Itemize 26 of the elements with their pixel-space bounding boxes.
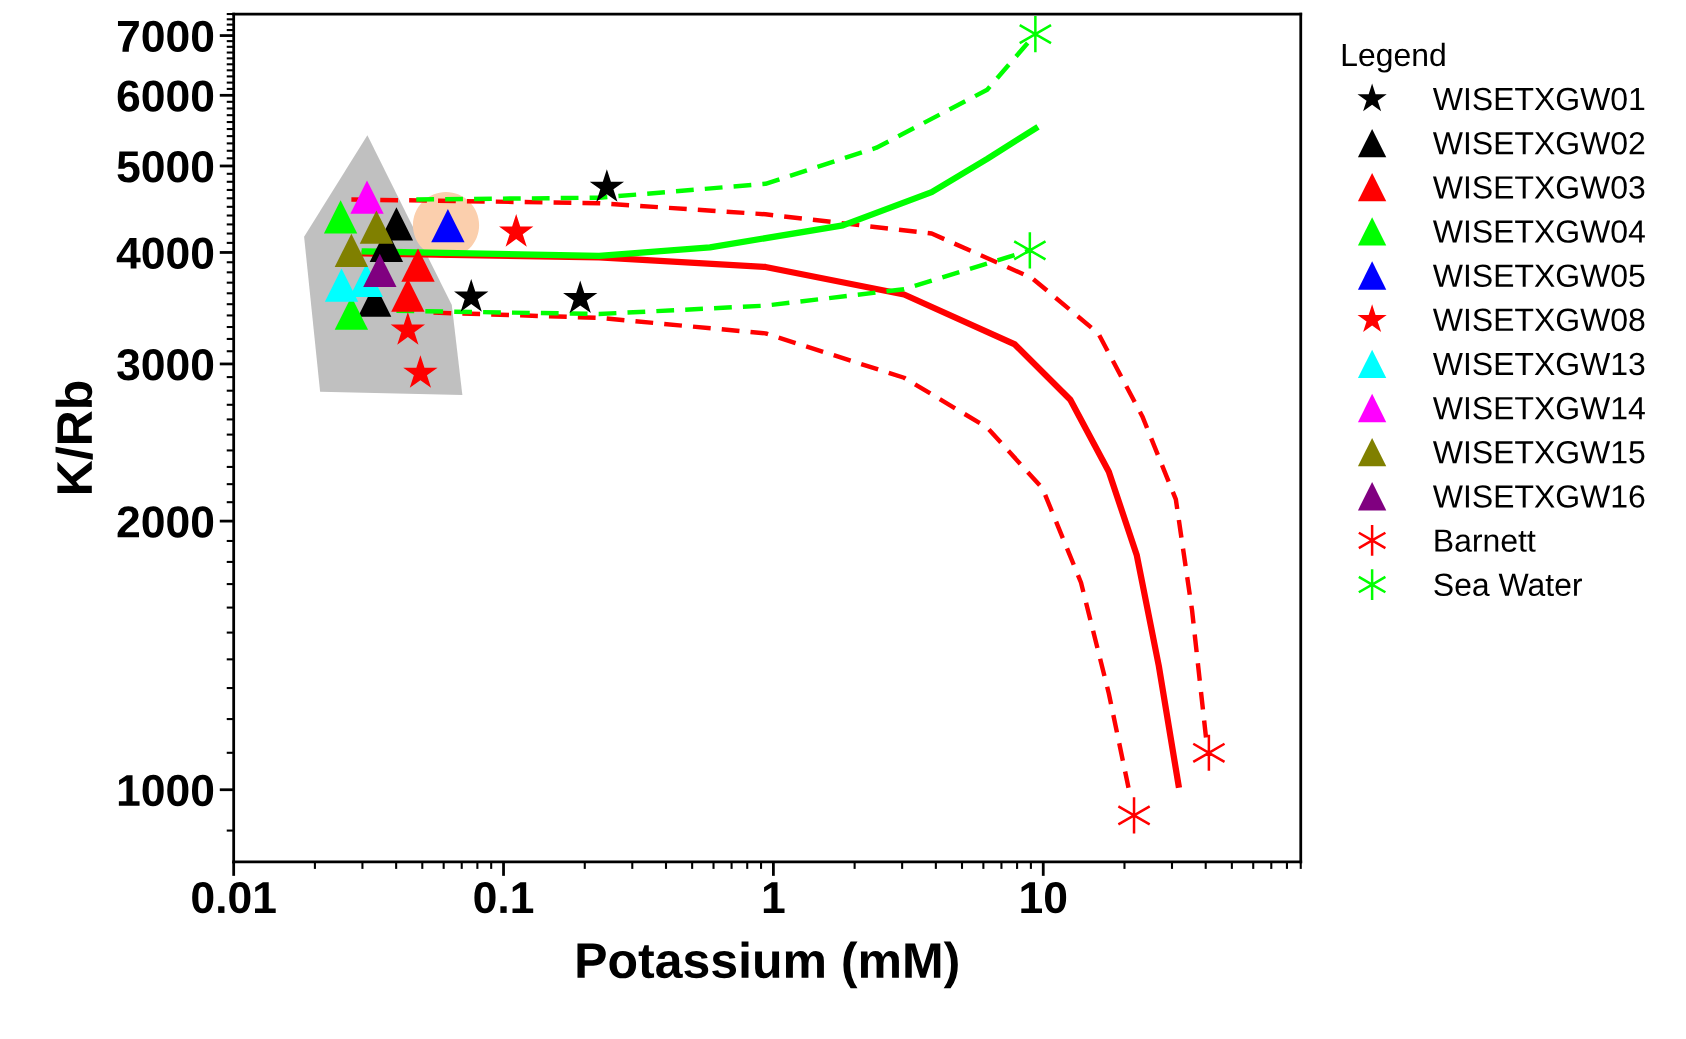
legend-title: Legend <box>1342 42 1445 73</box>
legend-label: Barnett <box>1435 529 1536 552</box>
legend-label: WISETXGW13 <box>1432 352 1645 376</box>
x-axis-title: Potassium (mM) <box>577 941 958 989</box>
legend-label: WISETXGW16 <box>1432 485 1645 508</box>
legend-label: WISETXGW14 <box>1432 396 1645 420</box>
y-tick-label: 2000 <box>117 506 214 538</box>
legend-label: WISETXGW04 <box>1432 220 1645 243</box>
y-tick-label: 3000 <box>117 349 214 381</box>
x-tick-label: 0.01 <box>192 881 276 914</box>
legend-label: Sea Water <box>1434 573 1582 597</box>
x-tick-label: 10 <box>1021 881 1067 914</box>
legend-label: WISETXGW03 <box>1432 176 1645 199</box>
legend-label: WISETXGW05 <box>1432 264 1645 288</box>
y-axis-title: K/Rb <box>55 381 93 493</box>
x-tick-label: 1 <box>763 882 785 913</box>
legend-label: WISETXGW08 <box>1432 308 1645 332</box>
legend-label: WISETXGW01 <box>1432 87 1645 111</box>
x-tick-label: 0.1 <box>474 881 534 914</box>
y-tick-label: 1000 <box>118 774 214 807</box>
y-tick-label: 4000 <box>116 237 214 269</box>
legend-label: WISETXGW15 <box>1432 441 1645 464</box>
legend-label: WISETXGW02 <box>1432 131 1645 155</box>
y-tick-label: 7000 <box>117 20 214 53</box>
y-tick-label: 5000 <box>117 151 214 183</box>
y-tick-label: 6000 <box>117 80 214 112</box>
